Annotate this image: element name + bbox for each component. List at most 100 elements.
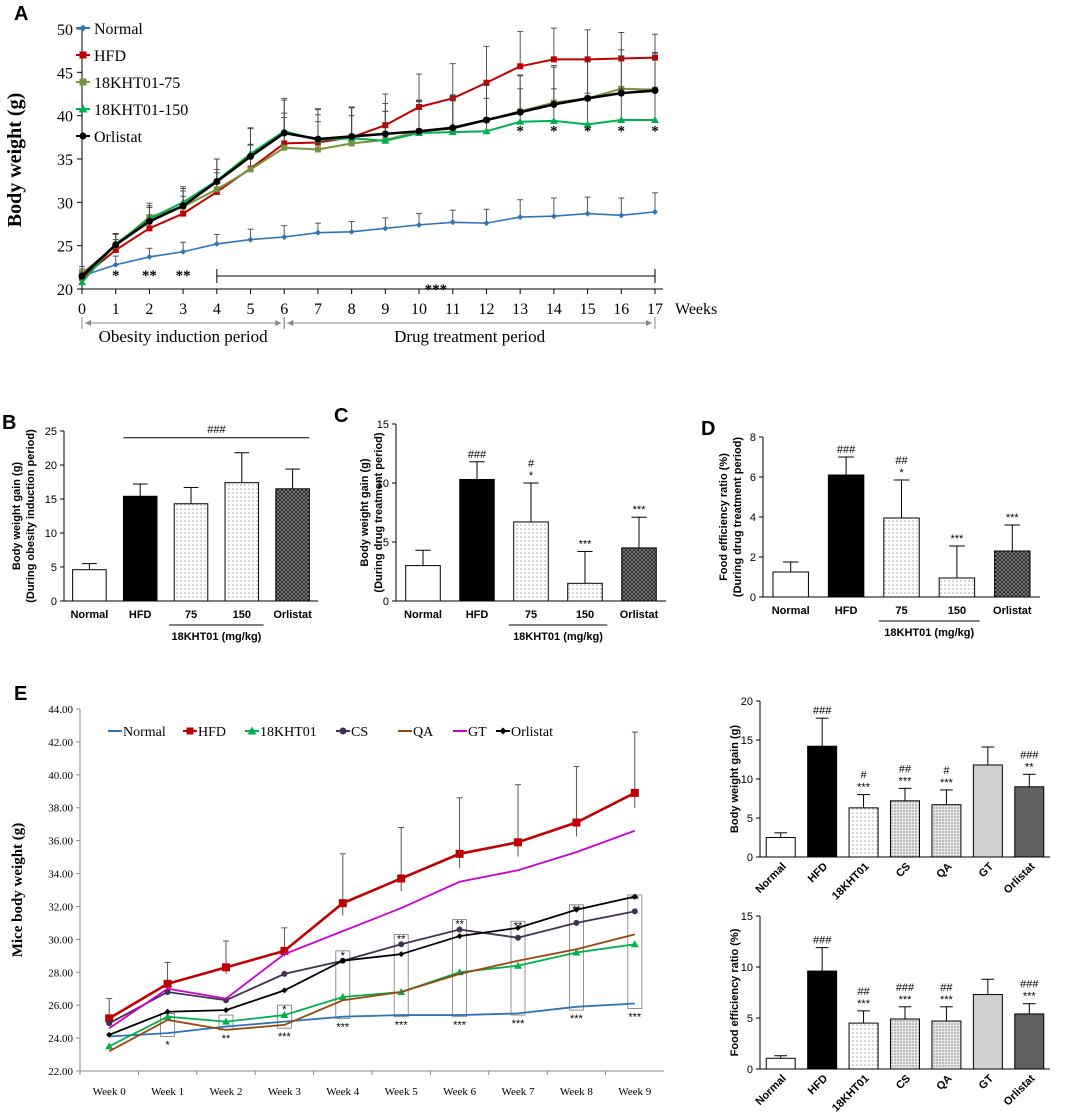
sig-bracket-label: *** <box>425 282 448 298</box>
category-label: Orlistat <box>620 609 659 621</box>
legend-marker <box>79 51 87 59</box>
data-point <box>572 948 581 956</box>
sig-annotation: # <box>861 770 868 782</box>
x-tick-label-a: 1 <box>112 301 120 318</box>
y-tick-label-e: 28.00 <box>48 967 73 979</box>
y-tick-label: 10 <box>377 478 389 490</box>
data-point <box>112 247 119 253</box>
series-line-hfd <box>81 56 656 279</box>
sig-star: *** <box>278 1031 292 1043</box>
legend-label: 18KHT01 <box>260 725 317 740</box>
data-point <box>348 132 356 140</box>
sig-star: * <box>651 124 659 140</box>
sig-star: *** <box>336 1021 350 1033</box>
sig-annotation: *** <box>579 538 593 550</box>
significance-box <box>393 934 409 1018</box>
series-line-18kht01-150 <box>81 119 655 283</box>
sig-star: *** <box>512 1018 526 1030</box>
legend-marker <box>247 726 257 735</box>
data-point <box>78 278 86 286</box>
bar-18kht01 <box>848 807 879 858</box>
sig-star: * <box>165 1039 170 1051</box>
data-point <box>456 926 463 933</box>
bar-hfd <box>122 495 158 602</box>
legend-label: CS <box>351 725 368 740</box>
x-tick-label-a: 14 <box>546 301 562 318</box>
y-tick-label-e: 34.00 <box>48 869 73 881</box>
bar-normal <box>765 837 796 858</box>
bar-150 <box>938 577 976 598</box>
category-label: HFD <box>835 605 858 617</box>
category-label: Orlistat <box>273 609 312 621</box>
y-tick-label: 0 <box>747 1064 753 1076</box>
sig-star: ** <box>631 894 640 906</box>
data-point <box>482 116 490 124</box>
data-point <box>281 970 288 977</box>
y-tick-label: 15 <box>741 911 753 923</box>
significance-box <box>510 920 526 1016</box>
y-tick-label-a: 25 <box>57 239 73 256</box>
data-point <box>617 89 625 97</box>
y-axis-title: Food efficiency ratio (%) <box>718 453 730 581</box>
data-point <box>449 219 456 226</box>
category-label: QA <box>934 861 954 881</box>
data-point <box>146 225 153 232</box>
x-tick-label-e: Week 9 <box>618 1086 652 1098</box>
x-tick-label-e: Week 7 <box>501 1086 535 1098</box>
series-line-18kht01 <box>108 943 635 1048</box>
data-point <box>573 906 580 913</box>
sig-star: * <box>516 124 524 140</box>
data-point <box>280 129 288 137</box>
sig-star: *** <box>395 1020 409 1032</box>
data-point <box>397 874 406 883</box>
y-tick-label: 20 <box>741 696 753 708</box>
data-point <box>164 1008 171 1015</box>
data-point <box>483 79 490 86</box>
bar-hfd <box>807 970 838 1070</box>
y-tick-label: 0 <box>750 592 756 604</box>
x-tick-label-e: Week 6 <box>443 1086 477 1098</box>
panel-label-a: A <box>14 3 28 25</box>
sig-bracket-label: ### <box>207 424 226 436</box>
data-point <box>448 128 457 136</box>
data-point <box>455 849 464 858</box>
data-point <box>483 220 490 227</box>
category-label: Normal <box>70 609 108 621</box>
bar-orlistat <box>621 547 657 602</box>
data-point <box>651 116 659 123</box>
y-tick-label: 10 <box>45 528 57 540</box>
category-label: GT <box>977 860 996 879</box>
category-label: 18KHT01 <box>830 861 872 903</box>
category-label: HFD <box>806 1073 831 1098</box>
legend-label: QA <box>413 725 434 740</box>
category-label: Orlistat <box>1002 1072 1038 1108</box>
y-axis-title: (During obesity induction period) <box>25 429 37 603</box>
data-point <box>631 908 638 915</box>
legend-label: HFD <box>94 48 126 65</box>
data-point <box>550 100 558 108</box>
y-tick-label: 5 <box>383 537 389 549</box>
sig-annotation: ** <box>1025 761 1034 773</box>
bar-normal <box>72 569 107 602</box>
period-arrowhead <box>646 320 652 326</box>
x-tick-label-a: 0 <box>78 301 86 318</box>
sig-annotation: *** <box>899 994 913 1006</box>
data-point <box>515 934 521 941</box>
y-tick-label: 2 <box>750 552 756 564</box>
legend-label: GT <box>468 725 487 740</box>
category-label: Orlistat <box>993 605 1032 617</box>
period-arrowhead <box>275 320 282 326</box>
x-tick-label-e: Week 3 <box>268 1086 302 1098</box>
sig-star: ** <box>397 933 406 945</box>
data-point <box>314 135 322 143</box>
data-point <box>449 124 457 132</box>
data-point <box>550 213 557 220</box>
data-point <box>573 919 580 926</box>
category-label: Orlistat <box>1002 860 1038 896</box>
y-axis-title: Body weight gain (g) <box>359 458 371 566</box>
group-label: 18KHT01 (mg/kg) <box>171 631 261 643</box>
sig-annotation: * <box>529 470 534 482</box>
legend-marker <box>79 132 87 140</box>
category-label: Normal <box>772 605 810 617</box>
series-line-hfd <box>108 791 636 1020</box>
